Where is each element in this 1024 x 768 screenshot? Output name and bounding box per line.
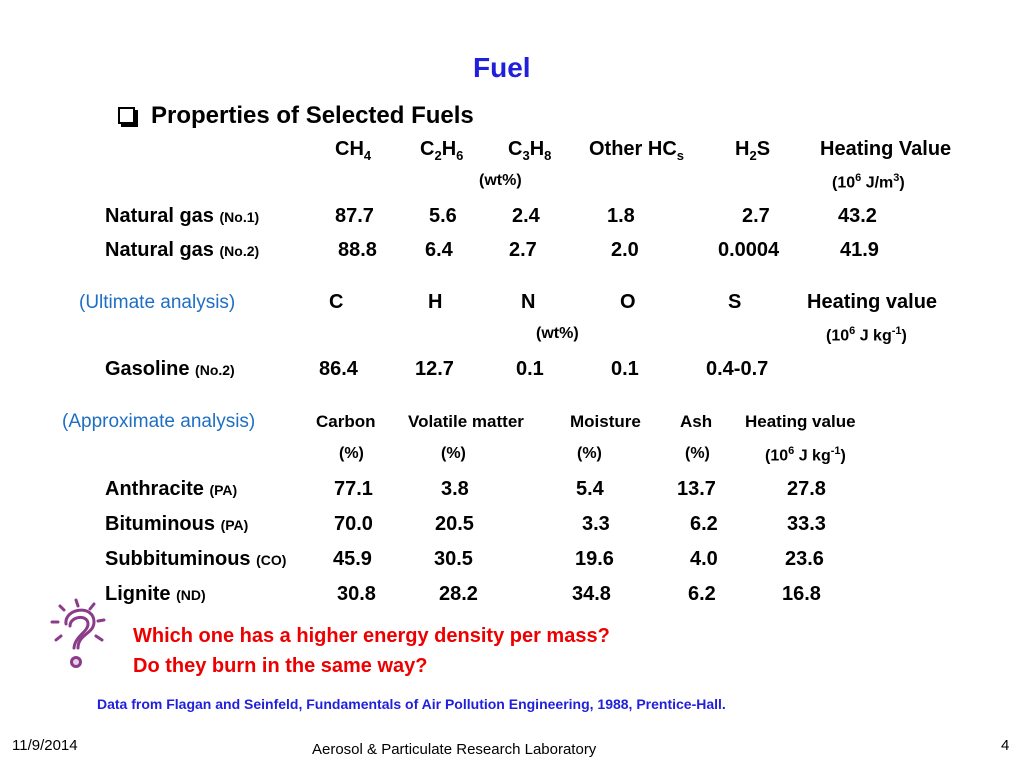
footer-lab: Aerosol & Particulate Research Laborator… (312, 741, 597, 758)
header-heating-value: Heating value (745, 412, 856, 431)
header-moisture: Moisture (570, 412, 641, 431)
source-citation: Data from Flagan and Seinfeld, Fundament… (97, 696, 726, 712)
cell: 0.1 (611, 358, 639, 380)
cell: 30.8 (337, 583, 376, 605)
cell: 4.0 (690, 548, 718, 570)
cell: 2.7 (509, 239, 537, 261)
cell: 20.5 (435, 513, 474, 535)
cell: 33.3 (787, 513, 826, 535)
header-n: N (521, 291, 536, 313)
cell: 6.2 (688, 583, 716, 605)
question-line: Which one has a higher energy density pe… (133, 625, 610, 647)
row-label: Natural gas (No.1) (105, 205, 260, 227)
row-label: Natural gas (No.2) (105, 239, 260, 261)
cell: 86.4 (319, 358, 358, 380)
cell: 2.7 (742, 205, 770, 227)
header-h: H (428, 291, 443, 313)
checkbox-bullet-icon (118, 107, 135, 129)
cell: 30.5 (434, 548, 473, 570)
question-mark-icon (48, 596, 110, 676)
cell: 16.8 (782, 583, 821, 605)
header-other-hc: Other HCs (589, 138, 685, 163)
header-volatile-matter: Volatile matter (408, 412, 524, 431)
unit-wt: (wt%) (479, 172, 522, 189)
cell: 87.7 (335, 205, 374, 227)
header-carbon: Carbon (316, 412, 376, 431)
unit-percent: (%) (441, 445, 466, 462)
cell: 27.8 (787, 478, 826, 500)
cell: 43.2 (838, 205, 877, 227)
unit-wt: (wt%) (536, 325, 579, 342)
header-o: O (620, 291, 636, 313)
unit-heat: (106 J/m3) (832, 172, 905, 192)
unit-percent: (%) (577, 445, 602, 462)
header-c2h6: C2H6 (420, 138, 464, 163)
header-ch4: CH4 (335, 138, 372, 163)
cell: 34.8 (572, 583, 611, 605)
cell: 2.0 (611, 239, 639, 261)
cell: 19.6 (575, 548, 614, 570)
row-label: Gasoline (No.2) (105, 358, 235, 380)
cell: 88.8 (338, 239, 377, 261)
cell: 45.9 (333, 548, 372, 570)
ultimate-analysis-label: (Ultimate analysis) (79, 292, 236, 313)
footer-page-number: 4 (1001, 737, 1010, 754)
cell: 28.2 (439, 583, 478, 605)
cell: 12.7 (415, 358, 454, 380)
unit-percent: (%) (339, 445, 364, 462)
cell: 77.1 (334, 478, 373, 500)
unit-percent: (%) (685, 445, 710, 462)
cell: 6.2 (690, 513, 718, 535)
footer-date: 11/9/2014 (12, 737, 78, 754)
row-label: Bituminous (PA) (105, 513, 249, 535)
cell: 5.6 (429, 205, 457, 227)
header-heating-value: Heating Value (820, 138, 952, 160)
cell: 2.4 (512, 205, 540, 227)
page-title: Fuel (473, 52, 531, 83)
header-h2s: H2S (735, 138, 771, 163)
cell: 3.8 (441, 478, 469, 500)
row-label: Anthracite (PA) (105, 478, 238, 500)
cell: 23.6 (785, 548, 824, 570)
header-heating-value: Heating value (807, 291, 938, 313)
unit-heat: (106 J kg-1) (826, 325, 907, 345)
cell: 0.4-0.7 (706, 358, 769, 380)
cell: 0.1 (516, 358, 544, 380)
row-label: Lignite (ND) (105, 583, 206, 605)
header-c: C (329, 291, 344, 313)
cell: 5.4 (576, 478, 604, 500)
cell: 70.0 (334, 513, 373, 535)
header-c3h8: C3H8 (508, 138, 552, 163)
approximate-analysis-label: (Approximate analysis) (62, 411, 256, 432)
question-line: Do they burn in the same way? (133, 655, 428, 677)
cell: 13.7 (677, 478, 716, 500)
section-subtitle: Properties of Selected Fuels (151, 102, 474, 129)
cell: 1.8 (607, 205, 635, 227)
cell: 6.4 (425, 239, 453, 261)
cell: 0.0004 (718, 239, 780, 261)
header-ash: Ash (680, 412, 713, 431)
cell: 41.9 (840, 239, 879, 261)
unit-heat: (106 J kg-1) (765, 445, 846, 465)
cell: 3.3 (582, 513, 610, 535)
header-s: S (728, 291, 742, 313)
row-label: Subbituminous (CO) (105, 548, 287, 570)
